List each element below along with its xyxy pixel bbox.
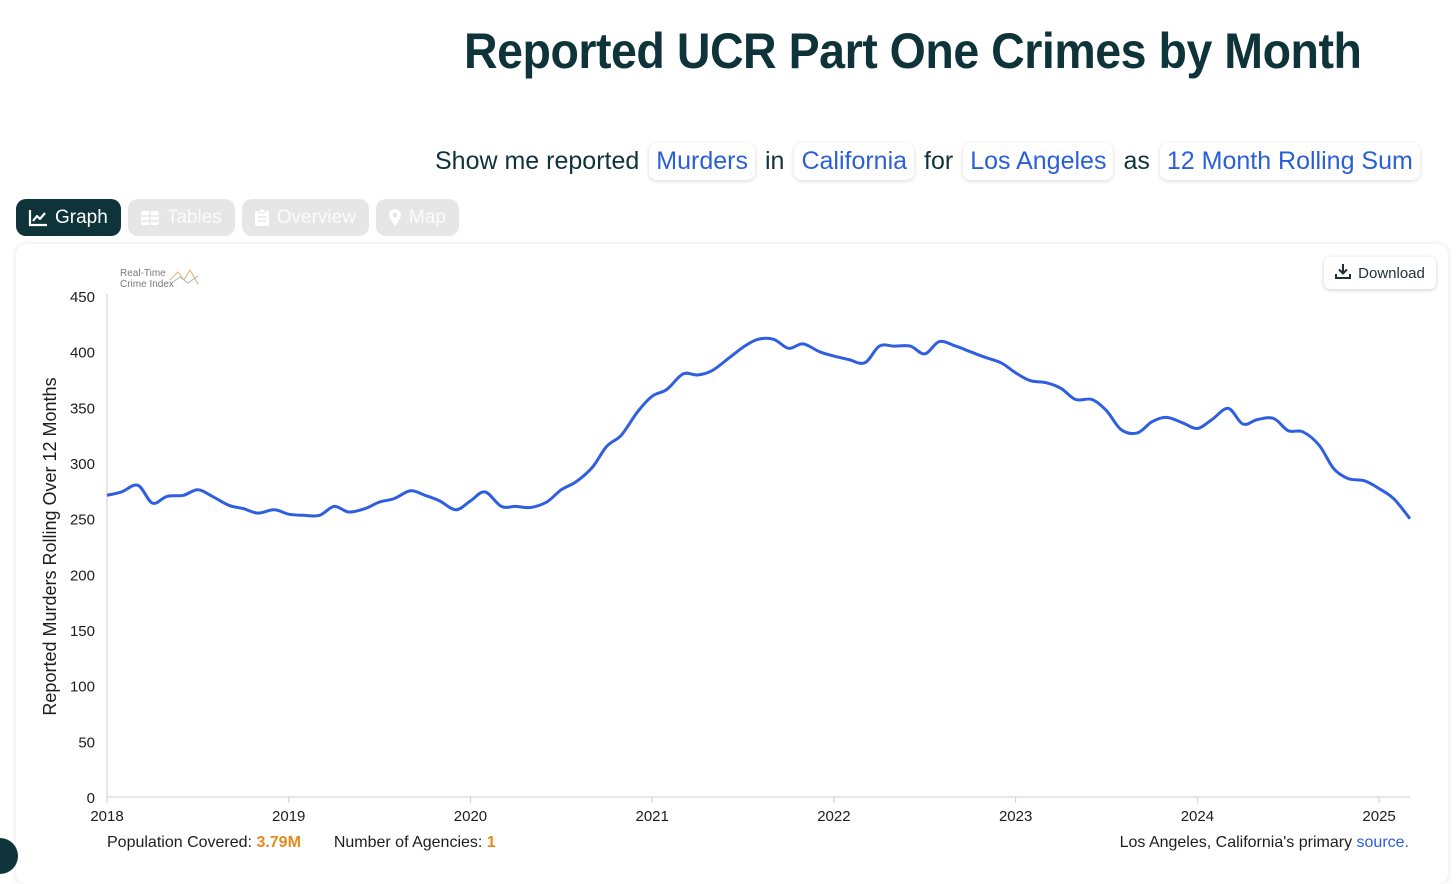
tab-map-label: Map xyxy=(408,206,446,228)
y-tick-label: 100 xyxy=(70,679,95,696)
clipboard-icon xyxy=(254,208,270,227)
source-info: Los Angeles, California's primary source… xyxy=(1120,834,1409,852)
download-icon xyxy=(1335,263,1352,283)
selector-as-word: as xyxy=(1123,146,1150,175)
tab-tables-label: Tables xyxy=(166,206,222,228)
y-tick-label: 200 xyxy=(70,567,95,584)
x-tick-label: 2021 xyxy=(636,808,669,825)
y-tick-label: 400 xyxy=(70,345,95,362)
series-line-murders xyxy=(106,336,1412,520)
x-tick-label: 2018 xyxy=(90,808,123,825)
view-tabs: Graph Tables Overview Map xyxy=(16,199,459,236)
logo-sparkline-icon xyxy=(169,269,199,285)
agency-dropdown[interactable]: Los Angeles xyxy=(963,142,1114,180)
x-tick-label: 2024 xyxy=(1181,808,1214,825)
y-tick-label: 250 xyxy=(70,512,95,529)
line-chart: 0 50 100 150 200 250 300 350 400 450 2018 2019 2020 2… xyxy=(40,289,1412,825)
tab-overview[interactable]: Overview xyxy=(241,199,369,236)
selector-for-word: for xyxy=(924,146,954,175)
query-selector: Show me reported Murders in California f… xyxy=(435,140,1430,182)
agencies-value: 1 xyxy=(486,834,496,851)
tab-overview-label: Overview xyxy=(276,206,356,228)
selector-in-word: in xyxy=(764,146,785,175)
table-icon xyxy=(140,210,160,226)
chart-card xyxy=(16,244,1448,884)
x-tick-label: 2023 xyxy=(999,808,1032,825)
selector-prefix: Show me reported xyxy=(435,146,640,175)
population-label: Population Covered: xyxy=(107,834,252,851)
y-tick-label: 150 xyxy=(70,623,95,640)
tab-map[interactable]: Map xyxy=(375,199,459,236)
metric-dropdown[interactable]: 12 Month Rolling Sum xyxy=(1159,142,1420,180)
source-link[interactable]: source. xyxy=(1356,834,1409,851)
line-chart-icon xyxy=(28,209,48,227)
y-tick-label: 300 xyxy=(70,456,95,473)
y-tick-label: 0 xyxy=(87,790,95,807)
page-title: Reported UCR Part One Crimes by Month xyxy=(464,23,1362,79)
y-tick-label: 450 xyxy=(70,289,95,306)
tab-tables[interactable]: Tables xyxy=(127,199,235,236)
y-tick-label: 50 xyxy=(78,734,95,751)
y-axis-label: Reported Murders Rolling Over 12 Months xyxy=(40,377,60,715)
state-dropdown[interactable]: California xyxy=(794,142,915,180)
x-tick-label: 2020 xyxy=(454,808,487,825)
download-button[interactable]: Download xyxy=(1324,257,1436,289)
map-pin-icon xyxy=(388,208,402,227)
tab-graph-label: Graph xyxy=(55,206,108,228)
coverage-info: Population Covered: 3.79M Number of Agen… xyxy=(107,834,496,852)
x-tick-label: 2022 xyxy=(817,808,850,825)
crime-type-dropdown[interactable]: Murders xyxy=(649,142,755,180)
source-prefix: Los Angeles, California's primary xyxy=(1119,834,1353,851)
agencies-label: Number of Agencies: xyxy=(333,834,483,851)
x-tick-label: 2019 xyxy=(272,808,305,825)
y-tick-label: 350 xyxy=(70,400,95,417)
brand-logo: Real-Time Crime Index xyxy=(120,268,199,290)
download-label: Download xyxy=(1358,264,1425,282)
x-tick-label: 2025 xyxy=(1362,808,1395,825)
population-value: 3.79M xyxy=(256,834,301,851)
tab-graph[interactable]: Graph xyxy=(16,199,121,236)
